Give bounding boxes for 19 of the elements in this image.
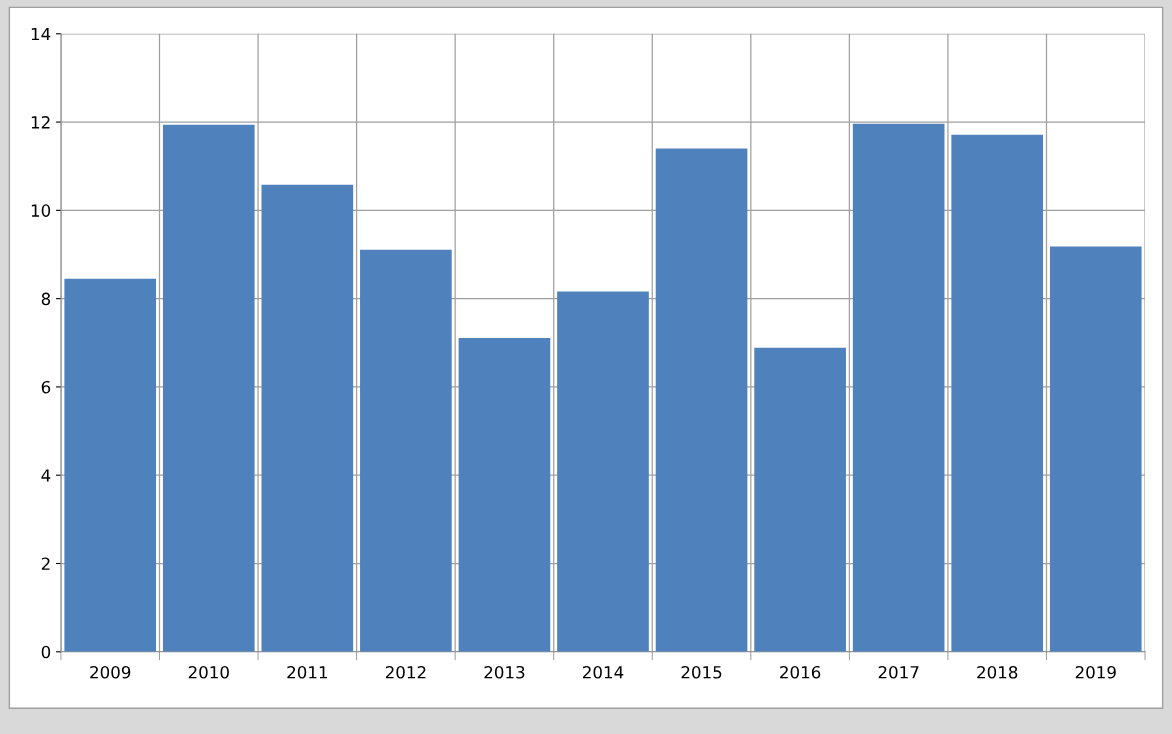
y-tick-label: 8 — [41, 292, 51, 306]
y-tick-label: 4 — [41, 469, 51, 482]
x-tick-label: 2013 — [484, 665, 525, 679]
x-tick-label: 2009 — [90, 665, 131, 679]
x-tick-label: 2016 — [780, 665, 821, 679]
x-tick-label: 2018 — [977, 665, 1018, 679]
x-tick-label: 2019 — [1075, 665, 1116, 679]
x-tick-label: 2011 — [287, 665, 327, 679]
x-tick-label: 2017 — [878, 665, 919, 679]
y-tick-label: 10 — [31, 204, 51, 217]
x-tick-label: 2010 — [188, 665, 229, 679]
x-tick-label: 2012 — [385, 665, 426, 679]
x-tick-label: 2014 — [583, 665, 624, 679]
y-tick-label: 12 — [31, 116, 50, 129]
y-tick-label: 0 — [41, 645, 51, 659]
x-tick-label: 2015 — [681, 665, 722, 679]
y-tick-label: 6 — [41, 380, 51, 394]
y-tick-label: 14 — [31, 27, 51, 41]
y-tick-label: 2 — [41, 557, 50, 570]
